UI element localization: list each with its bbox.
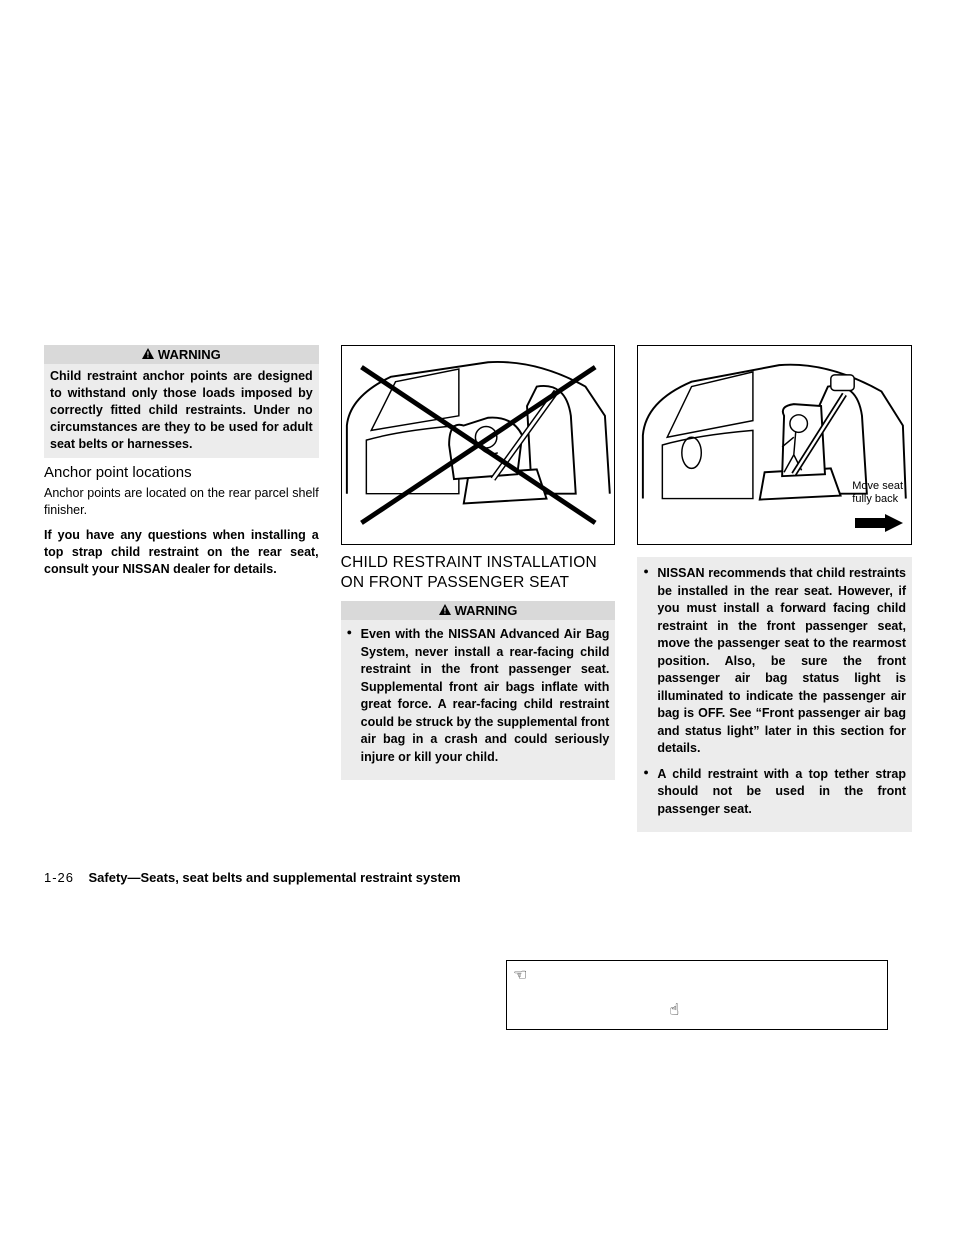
svg-text:!: ! [443, 607, 446, 616]
warning-banner-1: ! WARNING [44, 345, 319, 364]
warning-triangle-icon: ! [439, 603, 451, 618]
move-line1: Move seat [852, 480, 903, 492]
illustration-forward-facing: Move seat fully back [637, 345, 912, 545]
anchor-para-2: If you have any questions when installin… [44, 527, 319, 578]
move-seat-label: Move seat fully back [852, 480, 903, 506]
svg-text:!: ! [147, 351, 150, 360]
anchor-para-1: Anchor points are located on the rear pa… [44, 485, 319, 519]
col3-bullet-1: NISSAN recommends that child restraints … [643, 565, 906, 758]
col3-bullet-2: A child restraint with a top tether stra… [643, 766, 906, 819]
warning-body-3: NISSAN recommends that child restraints … [637, 557, 912, 832]
col2-bullet-1: Even with the NISSAN Advanced Air Bag Sy… [347, 626, 610, 766]
warning-label: WARNING [455, 603, 518, 618]
pointing-hand-down-icon: ☞ [664, 1002, 684, 1016]
pointing-hand-icon: ☞ [513, 965, 527, 985]
section-title: CHILD RESTRAINT INSTALLATION ON FRONT PA… [341, 553, 616, 593]
column-2: CHILD RESTRAINT INSTALLATION ON FRONT PA… [341, 345, 616, 832]
warning-text-1: Child restraint anchor points are design… [44, 364, 319, 458]
warning-body-2: Even with the NISSAN Advanced Air Bag Sy… [341, 620, 616, 780]
page-number: 1-26 [44, 870, 74, 885]
bottom-annotation-box: ☞ ☞ [506, 960, 888, 1030]
arrow-right-icon [855, 514, 903, 532]
move-line2: fully back [852, 493, 898, 505]
page-footer: 1-26 Safety—Seats, seat belts and supple… [44, 870, 461, 885]
column-3: Move seat fully back NISSAN recommends t… [637, 345, 912, 832]
footer-title: Safety—Seats, seat belts and supplementa… [88, 870, 460, 885]
page-content: ! WARNING Child restraint anchor points … [44, 345, 912, 832]
illustration-rear-facing-crossed [341, 345, 616, 545]
warning-label: WARNING [158, 347, 221, 362]
warning-banner-2: ! WARNING [341, 601, 616, 620]
anchor-subhead: Anchor point locations [44, 464, 319, 481]
warning-triangle-icon: ! [142, 347, 154, 362]
column-1: ! WARNING Child restraint anchor points … [44, 345, 319, 832]
rear-facing-svg [342, 346, 615, 544]
